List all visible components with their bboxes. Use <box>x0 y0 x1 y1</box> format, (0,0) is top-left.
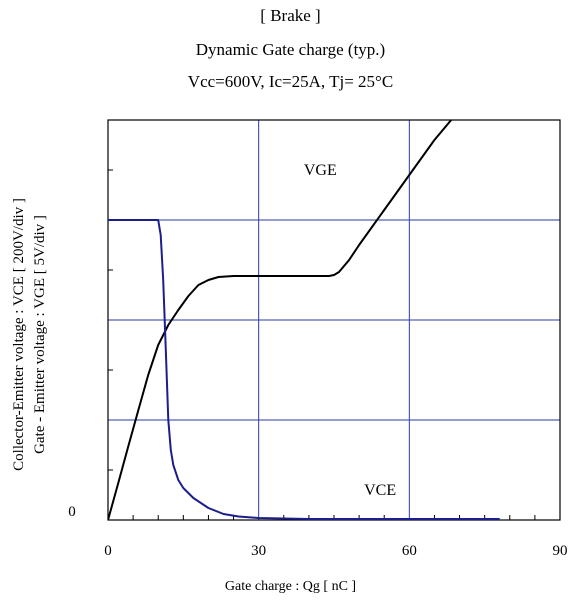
x-tick-label: 0 <box>104 543 112 559</box>
y-tick-zero: 0 <box>68 504 76 520</box>
vge-label: VGE <box>304 162 337 179</box>
series-line-vce <box>108 219 500 520</box>
x-tick-labels: 0 30 60 90 <box>104 543 567 559</box>
y-axis-label-vce: Collector-Emitter voltage : VCE [ 200V/d… <box>10 197 27 471</box>
x-axis-label: Gate charge : Qg [ nC ] <box>224 579 357 594</box>
series-line-vge <box>108 120 453 520</box>
y-axis-label-vge: Gate - Emitter voltage : VGE [ 5V/div ] <box>31 214 48 454</box>
chart-title: [ Brake ] <box>260 6 321 25</box>
grid <box>108 120 560 520</box>
x-tick-label: 60 <box>402 543 417 559</box>
vce-label: VCE <box>364 482 396 499</box>
curves <box>108 120 500 520</box>
x-tick-label: 90 <box>553 543 568 559</box>
chart-subtitle: Dynamic Gate charge (typ.) <box>195 40 386 59</box>
x-tick-label: 30 <box>251 543 266 559</box>
chart-conditions: Vcc=600V, Ic=25A, Tj= 25°C <box>187 72 394 91</box>
